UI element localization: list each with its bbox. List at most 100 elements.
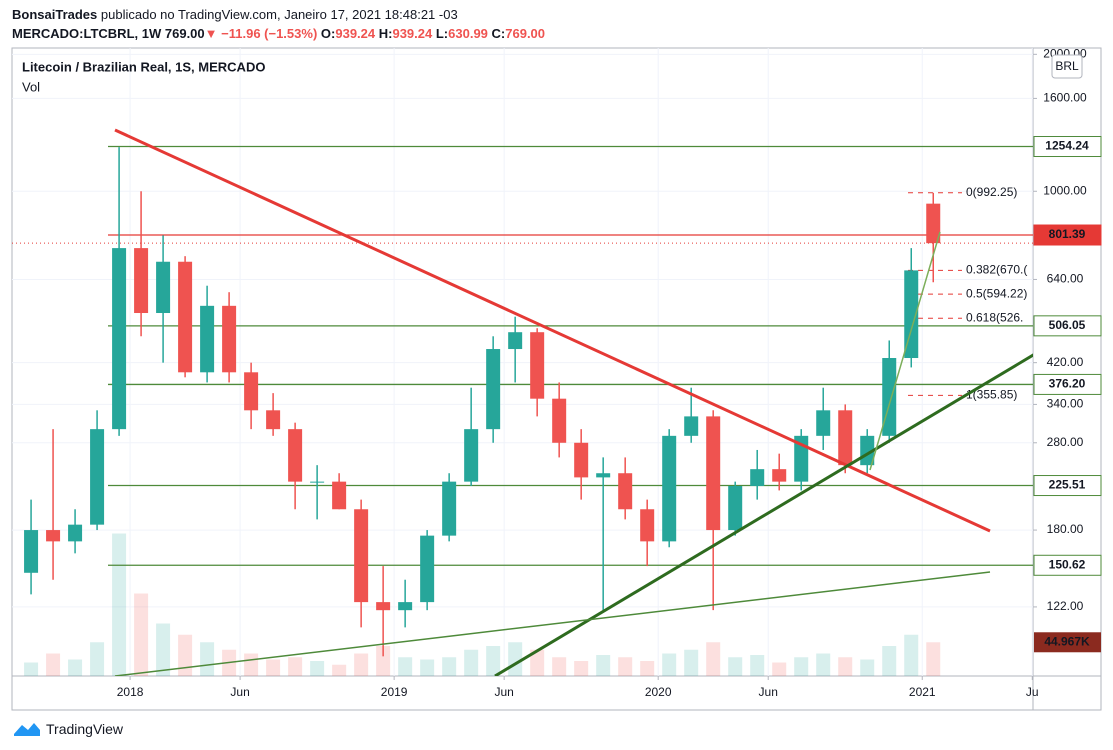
- y-tick-label: 640.00: [1047, 272, 1084, 286]
- candle-body: [574, 442, 589, 478]
- candle-body: [882, 358, 897, 436]
- footer: TradingView: [12, 720, 123, 738]
- published: publicado no TradingView.com, Janeiro 17…: [100, 7, 458, 22]
- logo: TradingView: [46, 721, 124, 737]
- y-tick-label: 420.00: [1047, 355, 1084, 369]
- candle-body: [816, 410, 831, 436]
- candle-body: [772, 469, 787, 482]
- candle-body: [596, 473, 611, 478]
- symbol-line: MERCADO:LTCBRL, 1W 769.00▼ −11.96 (−1.53…: [12, 24, 545, 43]
- volume-bar: [178, 634, 193, 676]
- ohlc: O:939.24 H:939.24 L:630.99 C:769.00: [321, 26, 545, 41]
- ohlc-key: L:: [435, 26, 449, 41]
- volume-bar: [420, 659, 435, 676]
- candle-body: [904, 270, 919, 359]
- candle-body: [640, 509, 655, 542]
- drawings: [114, 128, 1033, 676]
- volume-bar: [398, 657, 413, 676]
- volume-bar: [772, 662, 787, 676]
- candle-body: [68, 524, 83, 542]
- volume-bar: [926, 642, 941, 676]
- candle-body: [552, 398, 567, 443]
- volume-bar: [244, 653, 259, 676]
- volume-bar: [662, 653, 677, 676]
- logo-icon: [14, 723, 40, 736]
- volume-title: Vol: [22, 79, 40, 94]
- ohlc-value: 769.00: [505, 26, 546, 41]
- x-tick-label: 2019: [381, 685, 408, 699]
- volume-bar: [816, 653, 831, 676]
- y-tick-label: 340.00: [1047, 397, 1084, 411]
- candle-body: [244, 372, 259, 411]
- frame: [11, 47, 1102, 711]
- level-label-box: [1033, 475, 1102, 497]
- volume-bar: [618, 657, 633, 676]
- candle-body: [134, 248, 149, 314]
- volume-bar: [68, 659, 83, 676]
- ohlc-key: O:: [320, 26, 336, 41]
- symbol: MERCADO:LTCBRL, 1W: [12, 26, 162, 41]
- volume-bar: [552, 657, 567, 676]
- volume-bar: [706, 642, 721, 676]
- volume-bar: [860, 659, 875, 676]
- fib-label: 0.382(670.(: [966, 263, 1027, 277]
- volume-bar: [882, 646, 897, 676]
- volume-bar: [266, 659, 281, 676]
- candle-body: [354, 509, 369, 603]
- volume-bar: [310, 661, 325, 676]
- change: −11.96 (−1.53%): [221, 26, 318, 41]
- x-tick-label: Jun: [759, 685, 778, 699]
- ohlc-value: 939.24: [392, 26, 433, 41]
- x-tick-label: 2021: [909, 685, 936, 699]
- y-tick-label: 1600.00: [1043, 91, 1087, 105]
- level-label: 150.62: [1049, 557, 1086, 571]
- volume-label: 44.967K: [1044, 634, 1090, 648]
- y-tick-label: 180.00: [1047, 522, 1084, 536]
- volume-bar: [508, 642, 523, 676]
- volume-bar: [684, 649, 699, 676]
- fib-label: 1(355.85): [966, 388, 1017, 402]
- candle-body: [508, 332, 523, 350]
- candle-body: [178, 261, 193, 373]
- publish-line: BonsaiTrades publicado no TradingView.co…: [12, 5, 545, 24]
- volume-bar: [464, 649, 479, 676]
- volume-bar: [354, 653, 369, 676]
- candle-body: [662, 435, 677, 542]
- level-label: 225.51: [1049, 478, 1086, 492]
- volume-bar: [640, 661, 655, 676]
- candle-body: [442, 481, 457, 536]
- candle-body: [684, 416, 699, 436]
- fib-label: 0.618(526.: [966, 310, 1023, 324]
- level-label-box: [1033, 554, 1102, 576]
- y-tick-label: 122.00: [1047, 599, 1084, 613]
- trend-line: [114, 128, 991, 533]
- author: BonsaiTrades: [12, 7, 98, 22]
- level-label: 376.20: [1049, 377, 1086, 391]
- volume-bar: [794, 657, 809, 676]
- x-tick-label: Jun: [494, 685, 513, 699]
- candle-body: [750, 469, 765, 486]
- candle-body: [90, 429, 105, 525]
- header: BonsaiTrades publicado no TradingView.co…: [12, 5, 545, 43]
- candle-body: [706, 416, 721, 531]
- volume-bar: [728, 657, 743, 676]
- last-price: 769.00: [164, 26, 205, 41]
- volume-bar: [442, 657, 457, 676]
- chart: 0(992.25) 0.382(670.(0.5(594.22) 0.618(526…: [11, 46, 1102, 711]
- y-tick-label: 280.00: [1047, 435, 1084, 449]
- level-label-box: [1033, 315, 1102, 337]
- y-tick-label: 1000.00: [1043, 183, 1087, 197]
- candle-body: [222, 305, 237, 373]
- x-tick-label: Ju: [1026, 685, 1039, 699]
- ohlc-key: C:: [491, 26, 506, 41]
- level-label-box: [1033, 224, 1102, 246]
- x-tick-label: 2018: [117, 685, 144, 699]
- volume-bar: [200, 642, 215, 676]
- volume-bar: [24, 662, 39, 676]
- currency: BRL: [1055, 59, 1079, 73]
- currency-button[interactable]: [1051, 54, 1083, 79]
- candle-body: [926, 203, 941, 244]
- volume-bar: [46, 653, 61, 676]
- level-label-box: [1033, 373, 1102, 395]
